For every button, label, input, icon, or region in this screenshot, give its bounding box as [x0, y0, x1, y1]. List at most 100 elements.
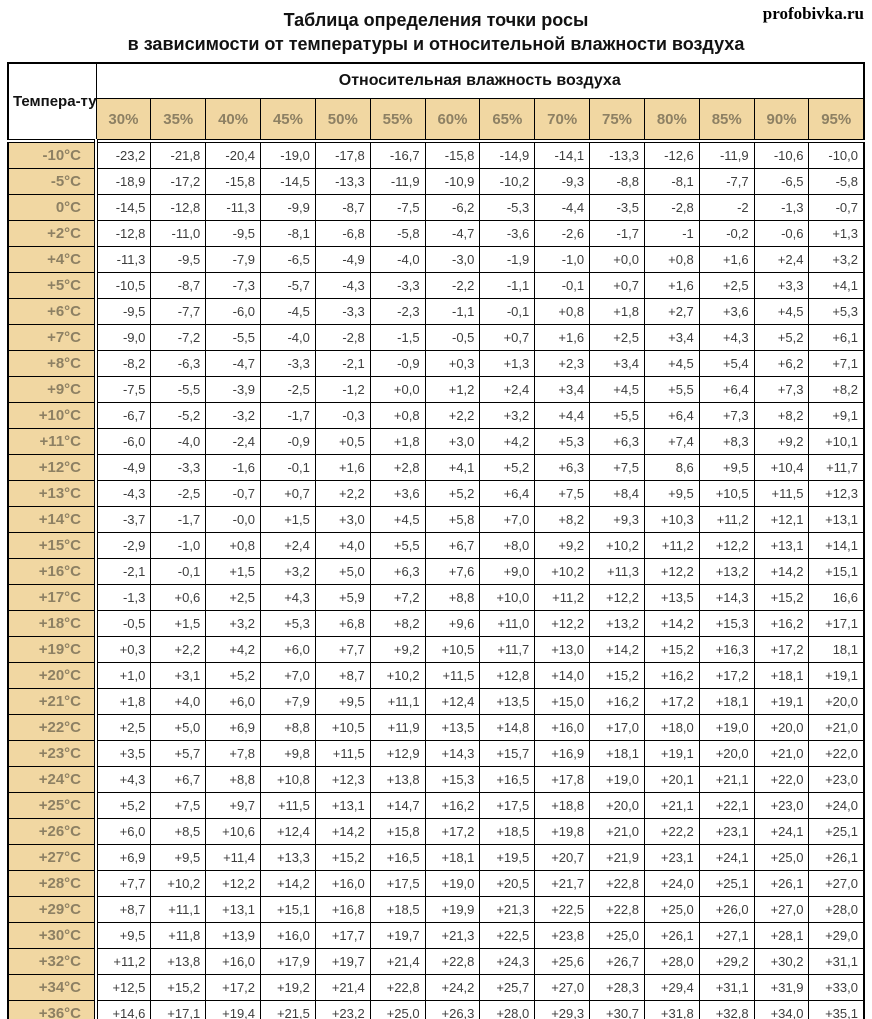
dew-point-cell: +25,0 — [753, 844, 810, 871]
dew-point-cell: +10,1 — [808, 428, 865, 455]
dew-point-cell: -1,6 — [205, 454, 262, 481]
dew-point-cell: +11,5 — [260, 792, 316, 819]
table-row: -10°С -23,2 -21,8 -20,4 -19,0 -17,8 -16,7 -15,8… — [7, 140, 865, 169]
dew-point-cell: +17,2 — [698, 662, 755, 689]
dew-point-cell: +14,7 — [369, 792, 426, 819]
humidity-column-header: 35% — [150, 98, 207, 142]
temp-row-header: +11°С — [7, 428, 98, 455]
humidity-percent-row: 30% 35% 40% 45% 50% 55% 60% 65% 70% 75% 80% 85% 90% 9… — [8, 98, 865, 142]
dew-point-cell: -7,7 — [150, 298, 207, 325]
dew-point-cell: +23,0 — [808, 766, 865, 793]
dew-point-cell: -1,1 — [424, 298, 481, 325]
dew-point-cell: -17,8 — [314, 140, 371, 169]
dew-point-cell: +6,9 — [95, 844, 152, 871]
dew-point-cell: +1,6 — [534, 324, 591, 351]
dew-point-cell: +17,2 — [753, 636, 810, 663]
table-row: +29°С +8,7 +11,1 +13,1 +15,1 +16,8 +18,5 +19,9 +… — [7, 896, 865, 923]
table-row: +27°С +6,9 +9,5 +11,4 +13,3 +15,2 +16,5 +18,1 +1… — [7, 844, 865, 871]
dew-point-cell: -20,4 — [205, 140, 262, 169]
dew-point-cell: +5,2 — [424, 480, 481, 507]
dew-point-cell: -0,5 — [95, 610, 152, 637]
dew-point-cell: -10,9 — [424, 168, 481, 195]
dew-point-cell: +15,1 — [260, 896, 316, 923]
dew-point-cell: -21,8 — [150, 140, 207, 169]
dew-point-cell: +9,3 — [589, 506, 645, 533]
dew-point-cell: +6,3 — [369, 558, 426, 585]
dew-point-cell: +19,1 — [753, 688, 810, 715]
dew-point-cell: -7,3 — [205, 272, 262, 299]
dew-point-cell: +17,5 — [369, 870, 426, 897]
dew-point-cell: +12,3 — [808, 480, 865, 507]
dew-point-cell: -6,5 — [260, 246, 316, 273]
humidity-column-header: 60% — [424, 98, 481, 142]
dew-point-cell: +17,1 — [150, 1000, 207, 1019]
dew-point-cell: +35,1 — [808, 1000, 865, 1019]
dew-point-cell: +2,5 — [205, 584, 262, 611]
dew-point-cell: +4,4 — [534, 402, 591, 429]
dew-point-cell: +27,1 — [698, 922, 755, 949]
dew-point-cell: +26,1 — [643, 922, 700, 949]
dew-point-cell: +10,0 — [479, 584, 536, 611]
dew-point-cell: -3,9 — [205, 376, 262, 403]
dew-point-cell: -1,7 — [150, 506, 207, 533]
dew-point-cell: +6,4 — [643, 402, 700, 429]
dew-point-cell: -6,2 — [424, 194, 481, 221]
dew-point-cell: -6,8 — [314, 220, 371, 247]
dew-point-cell: +31,8 — [643, 1000, 700, 1019]
dew-point-cell: +22,0 — [808, 740, 865, 767]
dew-point-cell: +31,9 — [753, 974, 810, 1001]
dew-point-cell: +5,2 — [205, 662, 262, 689]
dew-point-cell: +10,3 — [643, 506, 700, 533]
dew-point-cell: +12,2 — [643, 558, 700, 585]
dew-point-cell: +17,2 — [643, 688, 700, 715]
dew-point-cell: +20,5 — [479, 870, 536, 897]
dew-point-cell: +3,2 — [479, 402, 536, 429]
dew-point-cell: +11,5 — [753, 480, 810, 507]
dew-point-cell: -3,3 — [369, 272, 426, 299]
dew-point-cell: +11,2 — [95, 948, 152, 975]
dew-point-cell: -14,9 — [479, 140, 536, 169]
temp-row-header: +7°С — [7, 324, 98, 351]
dew-point-cell: +24,2 — [424, 974, 481, 1001]
dew-point-cell: +5,3 — [260, 610, 316, 637]
dew-point-cell: 8,6 — [643, 454, 700, 481]
dew-point-cell: -0,9 — [260, 428, 316, 455]
dew-point-cell: +13,5 — [424, 714, 481, 741]
dew-point-cell: +16,5 — [369, 844, 426, 871]
dew-point-cell: +4,3 — [260, 584, 316, 611]
dew-point-cell: +3,2 — [260, 558, 316, 585]
temp-row-header: 0°С — [7, 194, 98, 221]
dew-point-cell: +12,3 — [314, 766, 371, 793]
dew-point-cell: +2,4 — [479, 376, 536, 403]
dew-point-table: Темпера-тура воздуха Относительная влажн… — [7, 62, 865, 1019]
dew-point-cell: -1,1 — [479, 272, 536, 299]
dew-point-cell: -14,5 — [95, 194, 152, 221]
dew-point-cell: +2,5 — [95, 714, 152, 741]
dew-point-cell: +3,0 — [424, 428, 481, 455]
dew-point-cell: +26,0 — [698, 896, 755, 923]
dew-point-cell: -16,7 — [369, 140, 426, 169]
dew-point-cell: +1,5 — [260, 506, 316, 533]
dew-point-cell: -2,8 — [643, 194, 700, 221]
temp-row-header: +32°С — [7, 948, 98, 975]
humidity-column-header: 50% — [314, 98, 371, 142]
dew-point-cell: +11,7 — [479, 636, 536, 663]
dew-point-cell: -0,1 — [534, 272, 591, 299]
table-row: +17°С -1,3 +0,6 +2,5 +4,3 +5,9 +7,2 +8,8 +10,0 +1… — [7, 584, 865, 611]
dew-point-cell: +8,2 — [753, 402, 810, 429]
dew-point-cell: +21,4 — [369, 948, 426, 975]
temp-row-header: +24°С — [7, 766, 98, 793]
dew-point-cell: +17,2 — [424, 818, 481, 845]
dew-point-cell: +25,0 — [643, 896, 700, 923]
dew-point-cell: +13,8 — [150, 948, 207, 975]
dew-point-cell: +17,0 — [589, 714, 645, 741]
temp-row-header: +14°С — [7, 506, 98, 533]
dew-point-cell: +25,1 — [698, 870, 755, 897]
dew-point-cell: +24,1 — [753, 818, 810, 845]
dew-point-cell: +21,0 — [589, 818, 645, 845]
dew-point-cell: +7,8 — [205, 740, 262, 767]
dew-point-cell: +13,0 — [534, 636, 591, 663]
table-row: -5°С -18,9 -17,2 -15,8 -14,5 -13,3 -11,9 -10,9-… — [7, 168, 865, 195]
dew-point-cell: +15,3 — [424, 766, 481, 793]
dew-point-cell: +1,5 — [205, 558, 262, 585]
